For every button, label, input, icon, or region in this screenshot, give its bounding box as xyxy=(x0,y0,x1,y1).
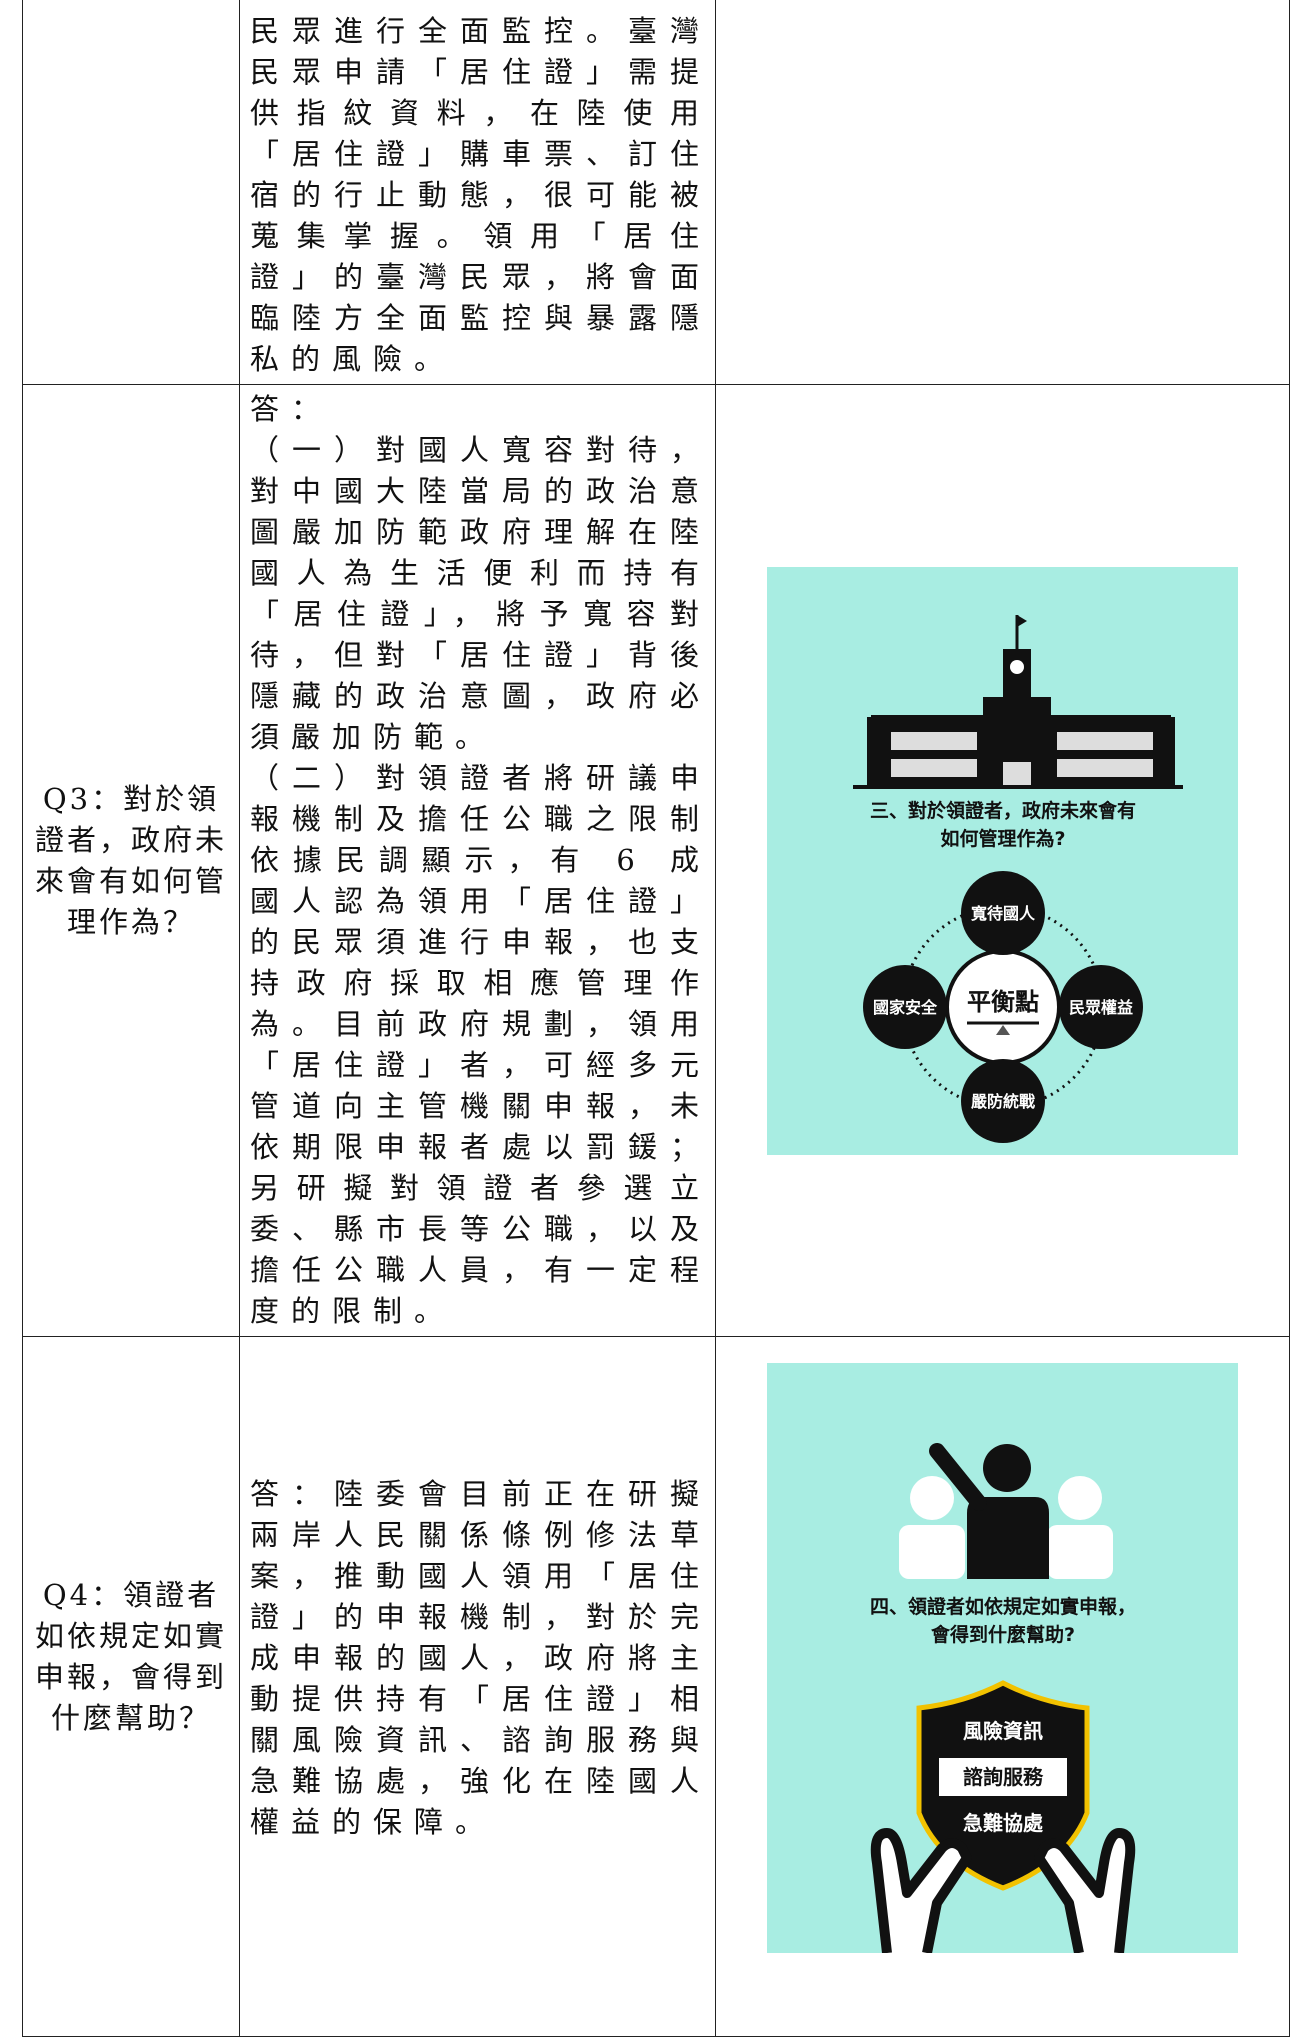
page: 民眾進行全面監控。臺灣民眾申請「居住證」需提供指紋資料，在陸使用「居住證」購車票… xyxy=(22,0,1290,2037)
question-cell: Q3：對於領證者，政府未來會有如何管理作為？ xyxy=(22,384,240,1337)
answer-cell: 民眾進行全面監控。臺灣民眾申請「居住證」需提供指紋資料，在陸使用「居住證」購車票… xyxy=(239,0,716,385)
illustration: 四、領證者如依規定如實申報， 會得到什麼幫助? 風險資訊 諮詢服務 急難協處 xyxy=(767,1363,1238,1953)
question-cell: Q4：領證者如依規定如實申報，會得到什麼幫助？ xyxy=(22,1336,240,2037)
row: 民眾進行全面監控。臺灣民眾申請「居住證」需提供指紋資料，在陸使用「居住證」購車票… xyxy=(22,0,1290,385)
answer-text: （二）對領證者將研議申報機制及擔任公職之限制依據民調顯示，有 6 成國人認為領用… xyxy=(250,761,711,1328)
answer-text: 答：陸委會目前正在研擬兩岸人民關係條例修法草案，推動國人領用「居住證」的申報機制… xyxy=(250,1477,711,1839)
answer-cell: 答：陸委會目前正在研擬兩岸人民關係條例修法草案，推動國人領用「居住證」的申報機制… xyxy=(239,1336,716,2037)
image-cell xyxy=(715,0,1290,385)
illustration-title: 會得到什麼幫助? xyxy=(931,1623,1075,1646)
circle-label: 國家安全 xyxy=(873,998,938,1017)
qa-table: 民眾進行全面監控。臺灣民眾申請「居住證」需提供指紋資料，在陸使用「居住證」購車票… xyxy=(22,0,1290,2037)
image-cell: 四、領證者如依規定如實申報， 會得到什麼幫助? 風險資訊 諮詢服務 急難協處 xyxy=(715,1336,1290,2037)
center-label: 平衡點 xyxy=(967,988,1039,1016)
answer-cell: 答： （一）對國人寬容對待，對中國大陸當局的政治意圖嚴加防範政府理解在陸國人為生… xyxy=(239,384,716,1337)
illustration-title: 四、領證者如依規定如實申報， xyxy=(870,1595,1136,1618)
answer-text: 民眾進行全面監控。臺灣民眾申請「居住證」需提供指紋資料，在陸使用「居住證」購車票… xyxy=(250,14,711,376)
question-cell xyxy=(22,0,240,385)
illustration: 三、對於領證者，政府未來會有 如何管理作為? 平衡點 寬待國人 國家安全 民眾權… xyxy=(767,566,1238,1155)
row: Q4：領證者如依規定如實申報，會得到什麼幫助？ 答：陸委會目前正在研擬兩岸人民關… xyxy=(22,1336,1290,2037)
shield-item: 急難協處 xyxy=(963,1811,1043,1835)
answer-text: 答： xyxy=(250,392,333,426)
shield-item: 諮詢服務 xyxy=(963,1765,1044,1789)
shield-item: 風險資訊 xyxy=(963,1719,1043,1743)
circle-label: 寬待國人 xyxy=(970,904,1036,923)
image-cell: 三、對於領證者，政府未來會有 如何管理作為? 平衡點 寬待國人 國家安全 民眾權… xyxy=(715,384,1290,1337)
circle-label: 民眾權益 xyxy=(1069,998,1133,1017)
row: Q3：對於領證者，政府未來會有如何管理作為？ 答： （一）對國人寬容對待，對中國… xyxy=(22,384,1290,1337)
answer-text: （一）對國人寬容對待，對中國大陸當局的政治意圖嚴加防範政府理解在陸國人為生活便利… xyxy=(250,433,711,754)
illustration-title: 如何管理作為? xyxy=(940,827,1065,850)
circle-label: 嚴防統戰 xyxy=(971,1092,1035,1111)
illustration-title: 三、對於領證者，政府未來會有 xyxy=(870,799,1136,822)
